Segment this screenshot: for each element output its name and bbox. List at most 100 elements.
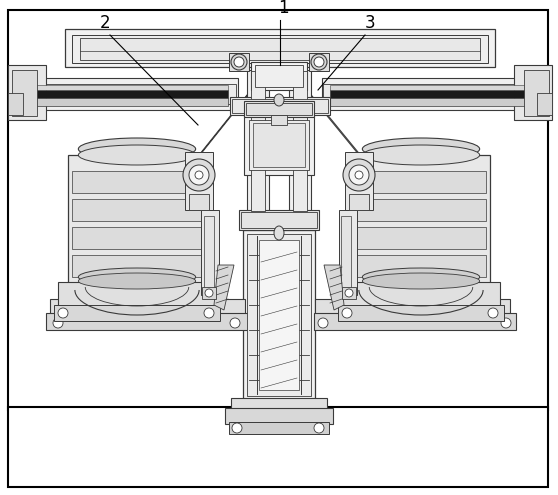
Bar — [249, 120, 309, 170]
Bar — [244, 115, 314, 175]
Circle shape — [232, 423, 242, 433]
Bar — [247, 234, 311, 396]
Bar — [293, 71, 307, 211]
Bar — [239, 210, 319, 230]
Bar — [349, 194, 369, 210]
Circle shape — [318, 318, 328, 328]
Bar — [314, 313, 516, 330]
Bar — [230, 97, 330, 115]
Bar — [342, 282, 500, 307]
Circle shape — [234, 57, 244, 67]
Ellipse shape — [362, 268, 480, 286]
Circle shape — [204, 308, 214, 318]
Circle shape — [349, 165, 369, 185]
Bar — [524, 70, 549, 116]
Bar — [204, 216, 214, 292]
Bar — [356, 171, 486, 193]
Bar — [330, 98, 542, 106]
Bar — [251, 62, 307, 90]
Polygon shape — [214, 265, 234, 310]
Bar — [72, 227, 202, 249]
Bar — [251, 71, 265, 211]
Bar — [8, 78, 238, 110]
Bar — [247, 70, 269, 215]
Text: 1: 1 — [278, 0, 288, 17]
Bar — [8, 93, 23, 115]
Bar — [345, 152, 373, 210]
Bar — [46, 313, 248, 330]
Bar — [18, 98, 228, 106]
Circle shape — [342, 308, 352, 318]
Text: 3: 3 — [365, 14, 376, 32]
Circle shape — [189, 165, 209, 185]
Bar — [58, 282, 216, 307]
Circle shape — [205, 289, 213, 297]
Circle shape — [195, 171, 203, 179]
Bar — [259, 240, 299, 390]
Bar — [65, 29, 495, 67]
Bar — [315, 299, 510, 315]
Ellipse shape — [362, 273, 480, 289]
Bar — [338, 305, 504, 321]
Bar — [12, 70, 37, 116]
Bar — [8, 65, 46, 120]
Bar — [72, 199, 202, 221]
Bar — [185, 152, 213, 210]
Ellipse shape — [78, 273, 196, 289]
Bar — [72, 171, 202, 193]
Bar — [514, 65, 552, 120]
Bar — [8, 10, 548, 410]
Bar — [18, 90, 228, 98]
Bar — [255, 65, 303, 87]
Bar — [341, 216, 351, 292]
Polygon shape — [78, 310, 224, 321]
Bar — [330, 85, 542, 90]
Bar — [309, 53, 329, 71]
Bar — [339, 210, 357, 295]
Circle shape — [53, 318, 63, 328]
Bar — [253, 123, 305, 167]
Bar — [244, 101, 314, 117]
Bar — [356, 227, 486, 249]
Ellipse shape — [343, 159, 375, 191]
Circle shape — [314, 423, 324, 433]
Bar — [18, 85, 228, 90]
Bar — [356, 199, 486, 221]
Bar — [231, 398, 327, 410]
Polygon shape — [334, 310, 480, 321]
Bar — [330, 90, 542, 98]
Circle shape — [501, 318, 511, 328]
Ellipse shape — [183, 159, 215, 191]
Circle shape — [355, 171, 363, 179]
Bar — [68, 155, 206, 285]
Bar — [342, 287, 356, 299]
Bar — [229, 53, 249, 71]
Bar — [323, 84, 548, 104]
Bar — [201, 210, 219, 295]
Ellipse shape — [274, 94, 284, 106]
Bar — [246, 103, 312, 115]
Bar — [229, 422, 329, 434]
Bar — [232, 99, 328, 113]
Ellipse shape — [311, 54, 327, 70]
Bar — [322, 78, 550, 110]
Bar — [202, 287, 216, 299]
Circle shape — [58, 308, 68, 318]
Ellipse shape — [231, 54, 247, 70]
Bar — [80, 38, 480, 60]
Bar — [289, 70, 311, 215]
Bar — [243, 230, 315, 400]
Text: 2: 2 — [100, 14, 110, 32]
Circle shape — [314, 57, 324, 67]
Bar — [72, 255, 202, 277]
Bar — [225, 408, 333, 424]
Bar — [537, 93, 552, 115]
Circle shape — [345, 289, 353, 297]
Ellipse shape — [78, 268, 196, 286]
Polygon shape — [324, 265, 344, 310]
Bar — [356, 255, 486, 277]
Polygon shape — [160, 80, 259, 205]
Bar — [10, 84, 236, 104]
Ellipse shape — [362, 138, 480, 160]
Bar — [50, 299, 245, 315]
